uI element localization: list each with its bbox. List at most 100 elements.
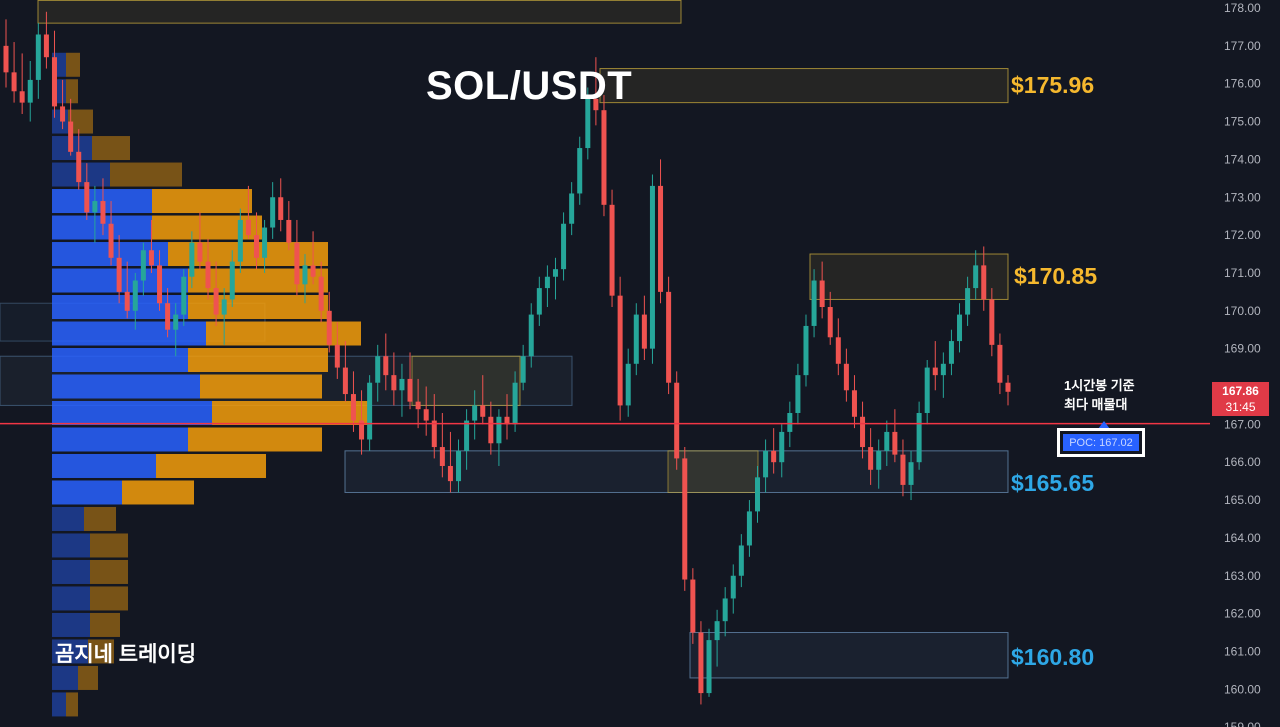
candle-body xyxy=(746,511,752,546)
y-tick-label: 160.00 xyxy=(1224,682,1261,696)
y-tick-label: 177.00 xyxy=(1224,39,1261,53)
candle-body xyxy=(536,288,542,315)
candle-body xyxy=(763,450,769,478)
y-tick-label: 176.00 xyxy=(1224,77,1261,91)
candle-body xyxy=(221,299,227,315)
candle-body xyxy=(140,250,146,281)
candle-body xyxy=(342,367,348,395)
volume-bar-sell xyxy=(188,427,322,452)
candle-body xyxy=(666,291,672,383)
volume-bar-buy xyxy=(52,639,88,664)
volume-bar-sell xyxy=(92,136,130,161)
candle-body xyxy=(148,250,154,266)
candle-body xyxy=(528,314,534,357)
candle-body xyxy=(472,405,478,421)
candle-body xyxy=(229,261,235,300)
volume-bar-buy xyxy=(52,665,78,690)
candle-body xyxy=(480,405,486,417)
candle-body xyxy=(617,295,623,406)
candle-body xyxy=(132,280,138,311)
poc-marker-icon xyxy=(1098,421,1110,429)
chart-title: SOL/USDT xyxy=(426,64,633,108)
candle-body xyxy=(367,382,373,440)
y-tick-label: 164.00 xyxy=(1224,531,1261,545)
candle-body xyxy=(431,420,437,448)
volume-bar-sell xyxy=(200,374,322,399)
volume-bar-buy xyxy=(52,506,84,531)
candle-body xyxy=(771,450,777,463)
candle-body xyxy=(948,341,954,364)
candle-body xyxy=(876,450,882,470)
candle-body xyxy=(92,201,98,213)
y-tick-label: 170.00 xyxy=(1224,304,1261,318)
candle-body xyxy=(375,356,381,383)
candle-body xyxy=(1005,382,1011,392)
candle-body xyxy=(625,363,631,406)
candle-body xyxy=(173,314,179,330)
candle-body xyxy=(237,219,243,262)
candle-body xyxy=(302,265,308,285)
volume-bar-sell xyxy=(188,295,328,320)
candles-layer xyxy=(3,11,1011,705)
volume-bar-sell xyxy=(90,612,120,637)
volume-bar-sell xyxy=(90,559,128,584)
candle-body xyxy=(520,356,526,383)
candle-body xyxy=(924,367,930,413)
candle-body xyxy=(932,367,938,376)
candle-body xyxy=(706,640,712,694)
volume-bar-buy xyxy=(52,453,156,478)
candle-body xyxy=(205,261,211,289)
level-label-4: $160.80 xyxy=(1011,644,1095,670)
volume-bar-buy xyxy=(52,321,206,346)
y-tick-label: 171.00 xyxy=(1224,266,1261,280)
candle-body xyxy=(464,420,470,451)
zone-resistance xyxy=(809,253,1009,300)
price-axis[interactable]: 178.00 177.00 176.00 175.00 174.00 173.00 172.… xyxy=(1224,1,1261,727)
current-price-value: 167.86 xyxy=(1222,384,1259,398)
candle-body xyxy=(835,337,841,364)
candle-body xyxy=(213,288,219,315)
candle-body xyxy=(245,219,251,236)
zone-resistance-small xyxy=(411,355,521,406)
volume-bar-sell xyxy=(66,79,78,104)
candle-body xyxy=(262,227,268,258)
candle-body xyxy=(569,193,575,224)
candle-body xyxy=(900,454,906,485)
candle-body xyxy=(714,621,720,641)
candle-body xyxy=(270,197,276,228)
candle-body xyxy=(957,314,963,342)
y-tick-label: 165.00 xyxy=(1224,493,1261,507)
volume-bar-sell xyxy=(88,639,114,664)
y-tick-label: 174.00 xyxy=(1224,152,1261,166)
candle-body xyxy=(157,265,163,304)
volume-bar-sell xyxy=(90,586,128,611)
candle-body xyxy=(593,98,599,111)
candle-body xyxy=(738,545,744,576)
volume-bar-buy xyxy=(52,400,212,425)
brand-label: 곰지네 트레이딩 xyxy=(55,643,197,666)
candle-body xyxy=(278,197,284,220)
candle-body xyxy=(423,409,429,421)
volume-bar-buy xyxy=(52,374,200,399)
volume-bar-buy xyxy=(52,612,90,637)
candle-body xyxy=(76,151,82,183)
y-tick-label: 175.00 xyxy=(1224,115,1261,129)
candle-body xyxy=(601,110,607,205)
zone-support xyxy=(689,632,1009,679)
candle-body xyxy=(350,394,356,421)
candle-body xyxy=(43,34,49,58)
candle-body xyxy=(399,378,405,391)
y-tick-label: 162.00 xyxy=(1224,607,1261,621)
level-label-3: $165.65 xyxy=(1011,470,1095,496)
candle-body xyxy=(803,325,809,376)
candle-body xyxy=(488,416,494,444)
candle-body xyxy=(997,344,1003,383)
candle-body xyxy=(3,45,9,73)
candle-body xyxy=(981,265,987,300)
y-tick-label: 178.00 xyxy=(1224,1,1261,15)
candle-body xyxy=(456,450,462,482)
volume-bar-buy xyxy=(52,348,188,373)
candle-body xyxy=(294,242,300,285)
volume-bar-buy xyxy=(52,533,90,558)
